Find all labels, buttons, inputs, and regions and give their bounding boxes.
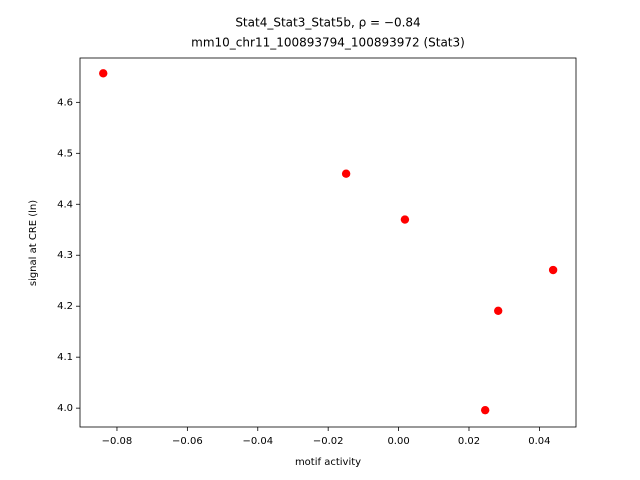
y-tick-label: 4.3 xyxy=(57,250,73,261)
x-tick-label: 0.04 xyxy=(528,436,550,447)
y-tick-label: 4.6 xyxy=(57,97,73,108)
point xyxy=(548,265,558,275)
chart-title: Stat4_Stat3_Stat5b, ρ = −0.84 xyxy=(235,16,420,30)
y-tick-label: 4.4 xyxy=(57,199,73,210)
y-tick-label: 4.0 xyxy=(57,403,73,414)
point xyxy=(400,215,410,224)
y-axis-label: signal at CRE (ln) xyxy=(28,200,39,286)
point xyxy=(480,405,490,415)
point xyxy=(341,169,351,178)
x-axis-label: motif activity xyxy=(295,457,361,468)
x-tick-label: 0.02 xyxy=(458,436,480,447)
x-tick-label: −0.04 xyxy=(242,436,273,447)
x-tick-label: −0.06 xyxy=(172,436,203,447)
x-tick-label: −0.08 xyxy=(102,436,133,447)
y-tick-label: 4.1 xyxy=(57,352,73,363)
chart-subtitle: mm10_chr11_100893794_100893972 (Stat3) xyxy=(191,36,465,50)
x-tick-label: 0.00 xyxy=(387,436,409,447)
point xyxy=(99,69,108,78)
y-tick-label: 4.2 xyxy=(57,301,73,312)
plot-frame xyxy=(79,57,577,428)
y-tick-label: 4.5 xyxy=(57,148,73,159)
x-tick-label: −0.02 xyxy=(313,436,344,447)
point xyxy=(494,306,503,315)
